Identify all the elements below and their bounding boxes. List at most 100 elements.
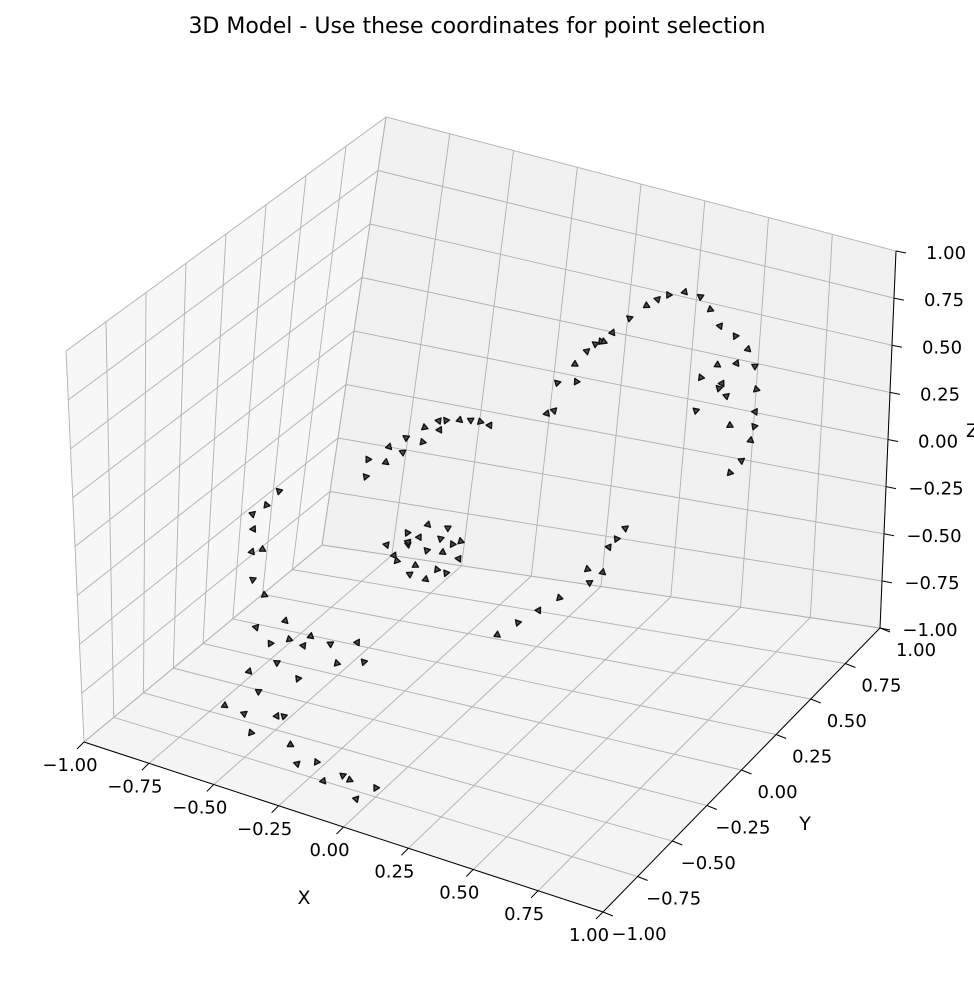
z-tick (881, 580, 893, 584)
data-point (346, 775, 354, 783)
pane-floor (84, 545, 880, 912)
y-tick (845, 663, 856, 668)
data-point (306, 632, 315, 640)
data-point (414, 533, 422, 541)
x-tick (465, 869, 474, 877)
data-point (493, 630, 501, 638)
data-point (737, 457, 746, 465)
data-point (726, 421, 734, 428)
data-point (444, 525, 452, 533)
data-point (680, 287, 688, 296)
data-point (352, 795, 360, 803)
data-point (263, 501, 271, 509)
data-point (438, 548, 447, 555)
pane-back (322, 117, 896, 628)
data-point (384, 442, 393, 451)
data-point (608, 328, 616, 337)
data-point (365, 455, 373, 464)
z-tick-label: −0.75 (904, 573, 959, 594)
data-point (273, 660, 281, 667)
data-point (313, 758, 321, 766)
y-tick-label: −0.75 (646, 889, 701, 910)
data-point (381, 458, 390, 466)
data-point (404, 529, 412, 537)
gridline-y (143, 292, 673, 842)
z-tick-label: 0.00 (918, 432, 958, 453)
data-point (751, 363, 759, 371)
data-point (260, 590, 269, 598)
x-tick-label: 0.50 (439, 883, 479, 904)
data-point (411, 561, 420, 568)
z-tick-label: −1.00 (902, 620, 957, 641)
z-axis-label: Z (966, 420, 974, 442)
data-point (626, 315, 634, 323)
data-point (726, 468, 735, 477)
x-tick (336, 826, 344, 835)
data-point (600, 337, 608, 345)
data-point (715, 322, 723, 330)
data-point (389, 551, 397, 560)
z-tick (885, 486, 897, 490)
y-tick-label: 0.00 (757, 782, 797, 803)
data-point (604, 543, 612, 552)
data-point (249, 525, 257, 533)
z-tick (891, 344, 903, 348)
data-point (621, 525, 629, 533)
data-point (584, 564, 592, 573)
data-point (449, 540, 457, 548)
data-point (477, 417, 485, 425)
data-point (457, 537, 465, 545)
data-point (285, 635, 294, 643)
data-point (613, 535, 621, 543)
data-point (319, 777, 327, 785)
x-tick (401, 847, 409, 856)
x-tick (206, 784, 215, 792)
data-point (362, 473, 370, 481)
data-point (402, 435, 411, 442)
y-tick-label: 0.75 (861, 676, 901, 697)
y-tick-label: 1.00 (896, 640, 936, 661)
data-point (598, 568, 607, 576)
data-point (333, 659, 342, 667)
z-tick-label: 0.50 (922, 337, 962, 358)
data-point (455, 415, 464, 424)
z-tick-label: 1.00 (926, 243, 966, 264)
data-point (435, 426, 443, 434)
data-point (571, 359, 579, 367)
data-point (715, 384, 723, 393)
data-point (434, 565, 442, 574)
x-tick (271, 805, 279, 814)
axes-panes (66, 117, 896, 912)
data-point (248, 510, 256, 519)
gridline-z (65, 116, 897, 352)
data-point (251, 623, 260, 632)
y-tick-label: 0.25 (792, 747, 832, 768)
data-point (666, 291, 673, 299)
z-tick-label: −0.25 (908, 479, 963, 500)
data-point (258, 545, 267, 552)
z-tick-label: 0.25 (920, 384, 960, 405)
data-point (398, 449, 407, 457)
data-point (485, 421, 493, 430)
y-tick (672, 840, 683, 846)
x-tick-label: 1.00 (569, 925, 609, 946)
gridline-y (202, 233, 742, 771)
data-point (272, 712, 280, 720)
x-tick (141, 762, 150, 771)
y-tick (741, 769, 752, 775)
data-point (549, 407, 558, 415)
data-point (295, 675, 303, 683)
data-point (267, 639, 275, 648)
data-point (753, 385, 761, 393)
data-point (419, 437, 427, 446)
data-point (339, 772, 347, 780)
gridline-y (172, 263, 708, 806)
data-point (275, 487, 284, 496)
y-tick-label: −1.00 (611, 924, 666, 945)
data-point (299, 642, 307, 650)
x-tick-label: 0.75 (504, 904, 544, 925)
axes-ticks: −1.00 −1.00 −1.00 −0.75 −0.75 −0.75 −0.50 −0.50… (42, 243, 966, 946)
x-tick-label: −0.75 (107, 776, 162, 797)
data-point (732, 359, 740, 367)
